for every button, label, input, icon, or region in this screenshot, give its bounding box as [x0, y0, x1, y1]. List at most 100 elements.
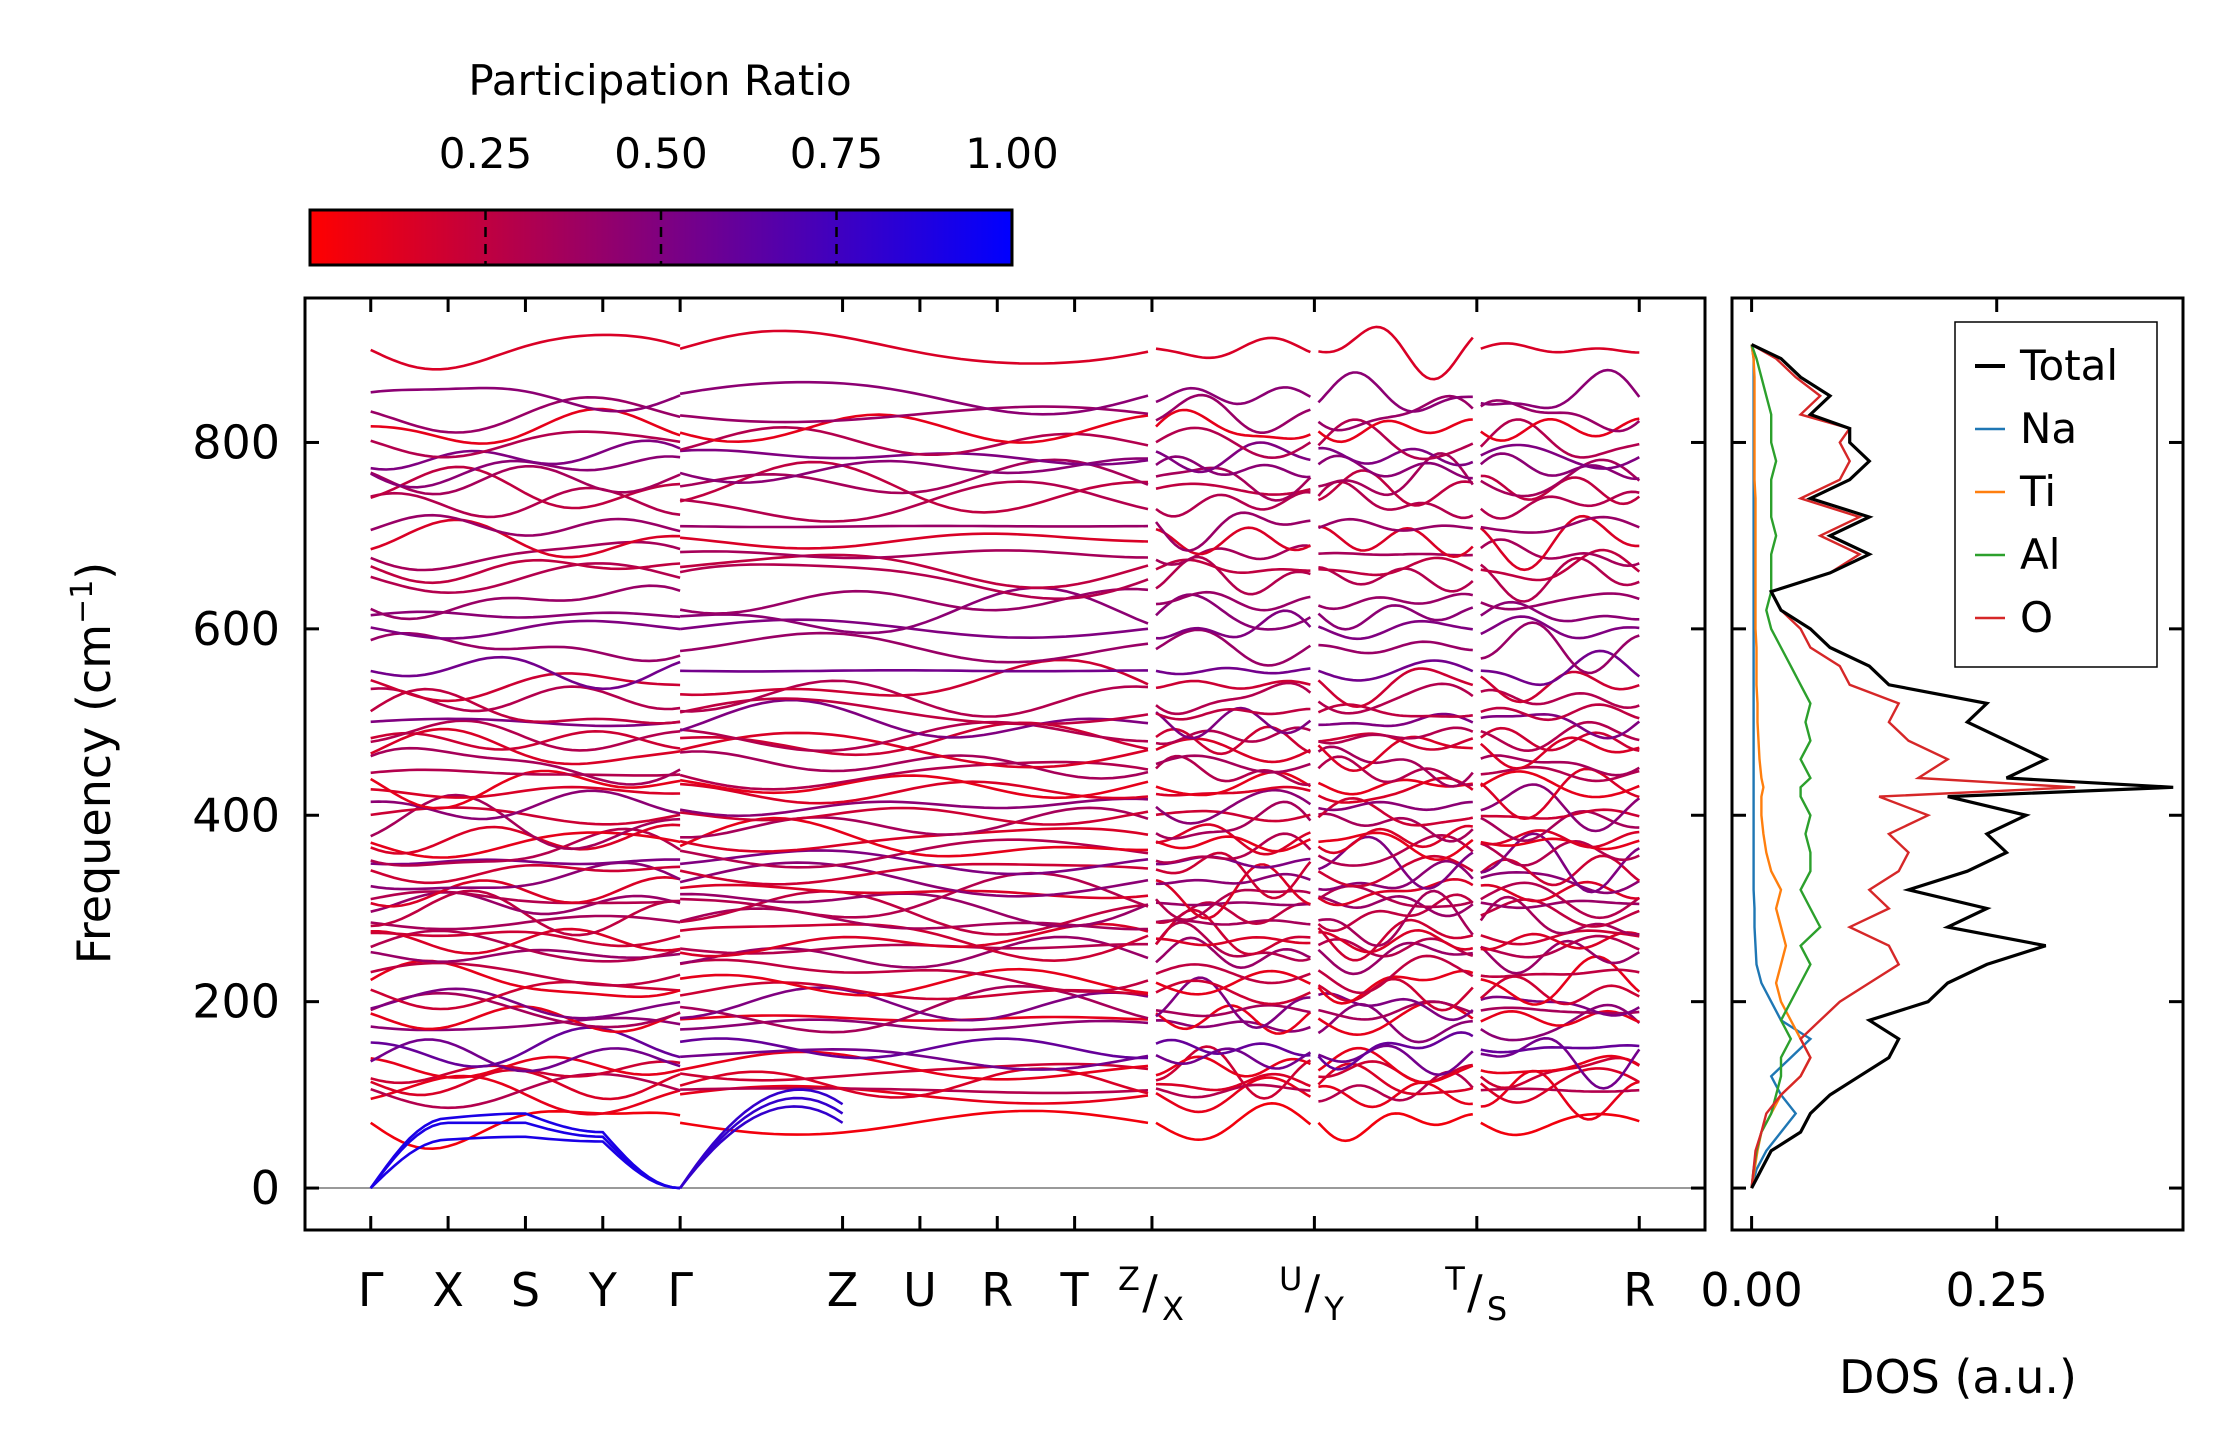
band-line	[680, 1014, 1149, 1022]
band-line	[1155, 936, 1311, 970]
band-line	[1155, 628, 1312, 667]
legend-label: Ti	[2019, 467, 2056, 516]
band-line	[1318, 831, 1474, 862]
band-line	[679, 958, 1149, 993]
band-line	[1155, 726, 1311, 746]
x-tick-label-bottom: X	[1162, 1290, 1184, 1328]
band-line	[1480, 955, 1641, 1006]
band-line	[1480, 968, 1640, 979]
band-line	[679, 907, 1149, 931]
x-tick-label: S	[511, 1263, 540, 1317]
band-line	[1480, 592, 1640, 611]
band-line	[1480, 934, 1640, 959]
band-line	[1155, 679, 1311, 690]
band-line	[370, 890, 681, 905]
band-line	[370, 889, 681, 937]
band-line	[1155, 555, 1311, 596]
band-line	[679, 838, 1149, 869]
band-line	[370, 768, 681, 777]
band-line	[1480, 1003, 1641, 1042]
band-line	[370, 861, 681, 891]
band-line	[680, 586, 1149, 635]
band-line	[370, 631, 681, 663]
band-frame	[303, 296, 1707, 1232]
band-lines	[305, 325, 1705, 1190]
band-line	[1155, 386, 1312, 406]
band-line	[679, 862, 1149, 886]
x-tick-label-top: Z	[1118, 1260, 1140, 1298]
band-line	[1317, 969, 1474, 1005]
band-line	[1480, 720, 1640, 753]
band-line	[679, 760, 1149, 791]
band-line	[679, 774, 1149, 800]
band-line	[680, 1047, 1149, 1071]
band-line	[679, 631, 1149, 664]
band-line	[679, 883, 1149, 900]
band-line	[679, 984, 1149, 1034]
band-line	[1155, 393, 1311, 435]
colorbar: Participation Ratio 0.25 0.50 0.75 1.00	[308, 56, 1059, 267]
band-line	[1155, 823, 1311, 856]
band-line	[1155, 1101, 1312, 1142]
band-line	[370, 395, 681, 434]
band-line	[1480, 458, 1641, 498]
band-line	[370, 1016, 681, 1032]
band-line	[679, 405, 1149, 424]
band-line	[1155, 770, 1312, 797]
dos-legend: Total Na Ti Al O	[1954, 321, 2158, 668]
band-line	[1480, 417, 1640, 442]
band-line	[1479, 895, 1640, 936]
x-tick-label: R	[1623, 1263, 1655, 1317]
band-line	[1155, 969, 1311, 996]
band-line	[679, 1050, 1149, 1081]
band-line	[1155, 408, 1311, 441]
band-line	[1480, 898, 1640, 928]
band-line	[679, 618, 1149, 640]
band-line	[1480, 870, 1640, 895]
band-line	[1155, 590, 1311, 612]
band-line	[370, 1038, 681, 1073]
band-line	[1155, 1083, 1311, 1099]
band-line	[1480, 443, 1640, 470]
band-line	[1317, 371, 1473, 413]
legend-label: Na	[2020, 404, 2077, 453]
band-line	[1479, 975, 1640, 1006]
band-line	[1155, 707, 1311, 721]
band-line	[370, 430, 681, 459]
band-line	[679, 380, 1149, 416]
band-line	[679, 1084, 1149, 1105]
band-line	[1480, 783, 1641, 833]
band-line	[370, 914, 681, 931]
y-tick-label: 400	[192, 788, 280, 842]
colorbar-tick-label: 1.00	[965, 129, 1059, 178]
band-line	[1155, 963, 1311, 985]
band-line	[1318, 556, 1474, 577]
band-line	[1480, 548, 1641, 582]
band-line	[1480, 829, 1640, 849]
band-line	[1317, 735, 1473, 773]
band-line	[1317, 517, 1473, 532]
band-line	[1155, 609, 1312, 640]
band-line	[1480, 1112, 1640, 1137]
band-line	[1155, 788, 1312, 825]
colorbar-tick-label: 0.50	[614, 129, 708, 178]
band-line	[1155, 1004, 1312, 1035]
band-line	[679, 986, 1149, 1022]
band-line	[1318, 812, 1474, 843]
band-line	[679, 553, 1149, 590]
x-tick-label: T	[1060, 1263, 1090, 1317]
band-line	[1318, 525, 1474, 559]
band-line	[680, 658, 1149, 697]
dos-ticks: 0.00 0.25	[1700, 298, 2183, 1317]
x-tick-label: Γ	[667, 1263, 693, 1317]
band-line	[1155, 526, 1312, 556]
band-line	[680, 1018, 1149, 1032]
band-line	[1318, 726, 1474, 745]
x-tick-label-slash: /	[1305, 1265, 1321, 1319]
dos-line-total	[1750, 343, 2174, 1189]
band-line	[1480, 399, 1641, 433]
dos-x-axis-label: DOS (a.u.)	[1839, 1350, 2077, 1404]
band-line	[1318, 859, 1474, 892]
band-line	[1155, 976, 1311, 1030]
band-line	[1318, 712, 1474, 728]
